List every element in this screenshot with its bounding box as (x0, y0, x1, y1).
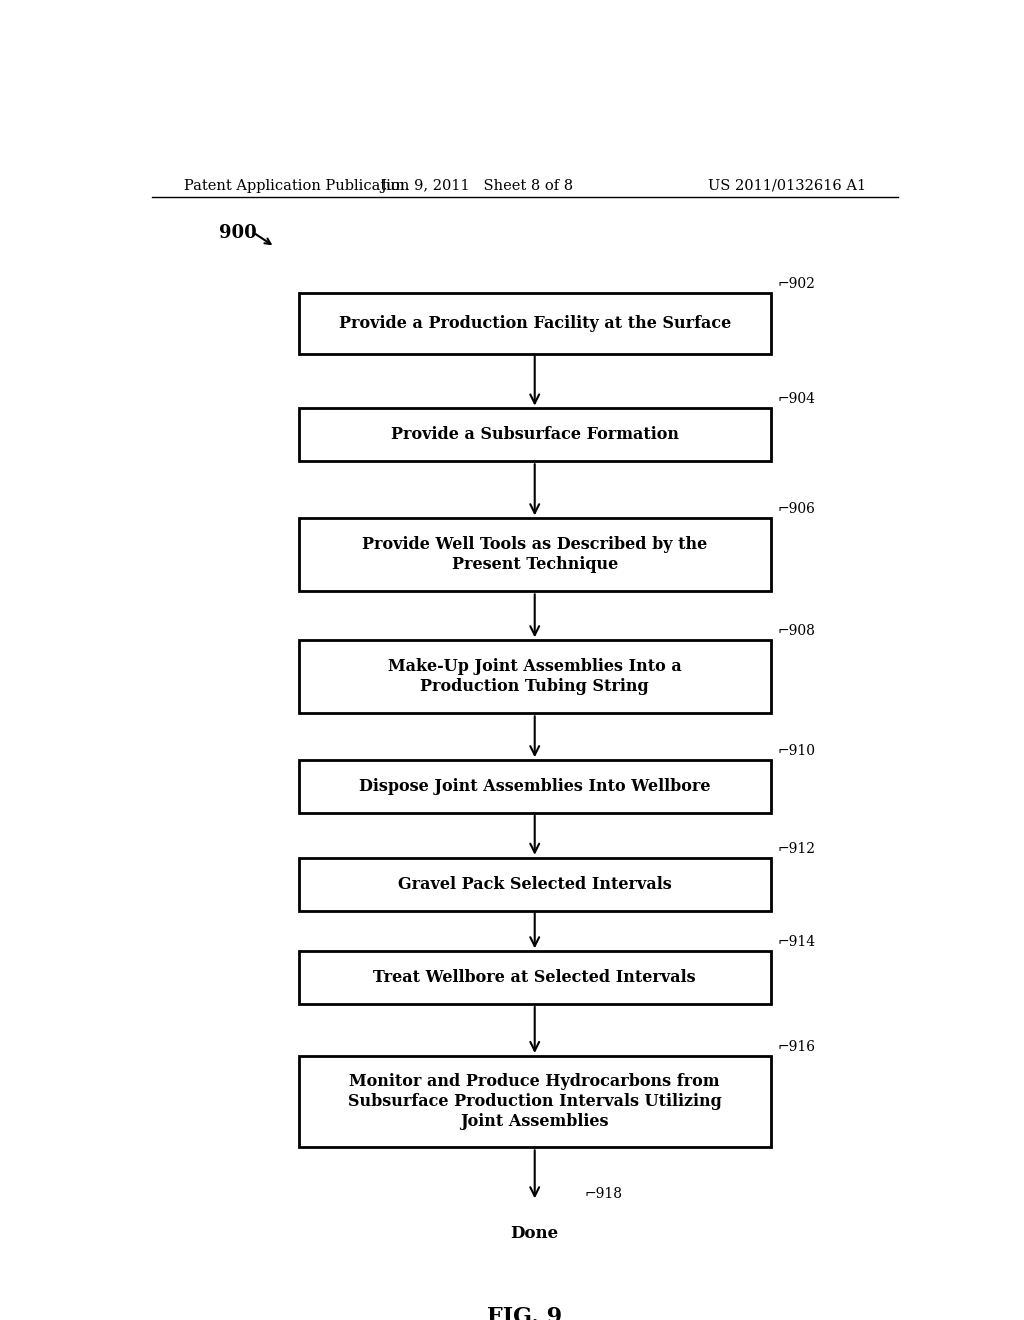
Text: Monitor and Produce Hydrocarbons from: Monitor and Produce Hydrocarbons from (349, 1073, 720, 1090)
Bar (299, 408, 771, 461)
Text: Provide Well Tools as Described by the: Provide Well Tools as Described by the (362, 536, 708, 553)
Bar (299, 760, 771, 813)
Text: ⌐908: ⌐908 (777, 624, 815, 638)
Bar (299, 293, 771, 354)
Ellipse shape (465, 1203, 604, 1266)
Text: ⌐916: ⌐916 (777, 1040, 815, 1053)
Bar (299, 519, 771, 591)
Text: ⌐912: ⌐912 (777, 842, 815, 855)
Text: Provide a Subsurface Formation: Provide a Subsurface Formation (391, 426, 679, 444)
Text: Make-Up Joint Assemblies Into a: Make-Up Joint Assemblies Into a (388, 659, 682, 675)
Bar (299, 952, 771, 1005)
Text: Dispose Joint Assemblies Into Wellbore: Dispose Joint Assemblies Into Wellbore (359, 777, 711, 795)
Text: Joint Assemblies: Joint Assemblies (461, 1114, 609, 1130)
Text: Present Technique: Present Technique (452, 557, 617, 573)
Text: Gravel Pack Selected Intervals: Gravel Pack Selected Intervals (398, 875, 672, 892)
Text: Provide a Production Facility at the Surface: Provide a Production Facility at the Sur… (339, 314, 731, 331)
Text: Production Tubing String: Production Tubing String (420, 678, 649, 696)
Bar (299, 1056, 771, 1147)
Text: Jun. 9, 2011   Sheet 8 of 8: Jun. 9, 2011 Sheet 8 of 8 (381, 178, 573, 193)
Text: 900: 900 (219, 224, 257, 243)
Text: Patent Application Publication: Patent Application Publication (183, 178, 409, 193)
Text: ⌐910: ⌐910 (777, 744, 815, 758)
Text: ⌐904: ⌐904 (777, 392, 815, 407)
Text: US 2011/0132616 A1: US 2011/0132616 A1 (708, 178, 866, 193)
Text: Treat Wellbore at Selected Intervals: Treat Wellbore at Selected Intervals (374, 969, 696, 986)
Text: FIG. 9: FIG. 9 (487, 1305, 562, 1320)
Text: ⌐918: ⌐918 (585, 1187, 623, 1201)
Text: Done: Done (511, 1225, 559, 1242)
Text: ⌐902: ⌐902 (777, 276, 815, 290)
Text: ⌐906: ⌐906 (777, 502, 815, 516)
Bar (299, 640, 771, 713)
Bar (299, 858, 771, 911)
Text: Subsurface Production Intervals Utilizing: Subsurface Production Intervals Utilizin… (348, 1093, 722, 1110)
Text: ⌐914: ⌐914 (777, 935, 815, 949)
